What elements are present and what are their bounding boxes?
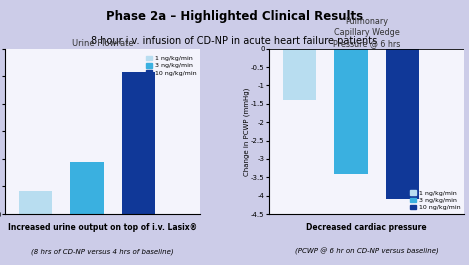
Bar — [19, 191, 53, 214]
Text: 8 hour i.v. infusion of CD-NP in acute heart failure patients: 8 hour i.v. infusion of CD-NP in acute h… — [91, 36, 378, 46]
Bar — [334, 49, 368, 174]
Title: Pulmonary
Capillary Wedge
Pressure @ 6 hrs: Pulmonary Capillary Wedge Pressure @ 6 h… — [333, 17, 400, 48]
Text: Phase 2a – Highlighted Clinical Results: Phase 2a – Highlighted Clinical Results — [106, 10, 363, 23]
Text: (8 hrs of CD-NP versus 4 hrs of baseline): (8 hrs of CD-NP versus 4 hrs of baseline… — [31, 249, 174, 255]
Legend: 1 ng/kg/min, 3 ng/kg/min, 10 ng/kg/min: 1 ng/kg/min, 3 ng/kg/min, 10 ng/kg/min — [409, 190, 461, 211]
Bar — [122, 72, 155, 214]
Bar — [386, 49, 419, 199]
Title: Urine Flowrate: Urine Flowrate — [72, 39, 133, 48]
Bar — [283, 49, 316, 100]
Y-axis label: Change in PCWP (mmHg): Change in PCWP (mmHg) — [243, 87, 250, 175]
Bar — [70, 162, 104, 214]
Text: Decreased cardiac pressure: Decreased cardiac pressure — [306, 223, 427, 232]
Legend: 1 ng/kg/min, 3 ng/kg/min, 10 ng/kg/min: 1 ng/kg/min, 3 ng/kg/min, 10 ng/kg/min — [145, 55, 197, 76]
Text: (PCWP @ 6 hr on CD-NP versus baseline): (PCWP @ 6 hr on CD-NP versus baseline) — [295, 248, 439, 255]
Text: Increased urine output on top of i.v. Lasix®: Increased urine output on top of i.v. La… — [8, 223, 197, 232]
